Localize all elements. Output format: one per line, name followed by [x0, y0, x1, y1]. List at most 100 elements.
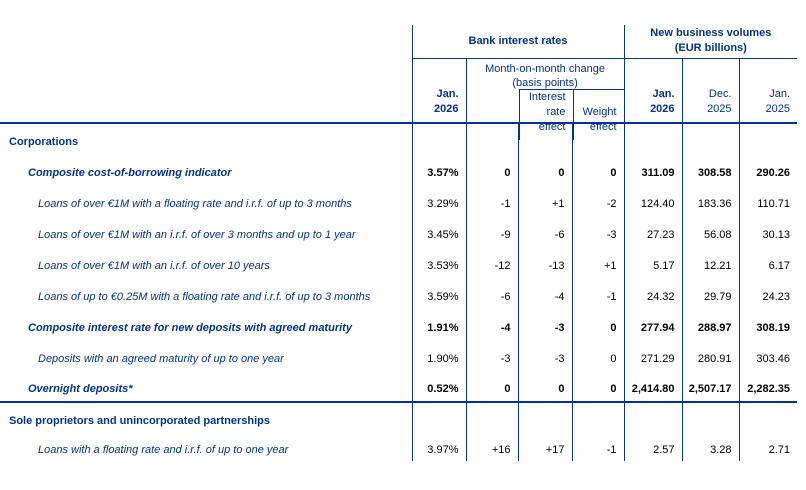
cell-volume-jan-2025: 290.26	[738, 154, 798, 185]
cell-mom-change: -12	[465, 247, 518, 278]
cell-volume-dec-2025: 56.08	[681, 216, 740, 247]
row-label: Loans of up to €0.25M with a floating ra…	[38, 290, 371, 303]
table-row: Loans of up to €0.25M with a floating ra…	[0, 278, 798, 309]
column-header-text: 2026	[434, 103, 459, 115]
row-label: Composite cost-of-borrowing indicator	[28, 166, 232, 179]
column-header-volume-jan-2026: Jan. 2026	[623, 58, 683, 124]
column-header-volume-dec-2025: Dec. 2025	[681, 58, 740, 124]
cell-weight-effect: +1	[571, 247, 625, 278]
group-header-bank-interest-rates: Bank interest rates	[411, 25, 625, 59]
empty-cell	[517, 402, 572, 432]
empty-cell	[738, 402, 798, 432]
column-header-text: 2025	[765, 103, 791, 115]
empty-cell	[517, 123, 572, 154]
column-header-text: Interest	[528, 90, 566, 103]
column-header-weight-effect: Weight effect	[572, 88, 624, 140]
row-label: Loans of over €1M with a floating rate a…	[38, 197, 352, 210]
cell-mom-change: -3	[465, 340, 518, 371]
cell-volume-jan-2026: 124.40	[623, 185, 683, 216]
column-header-text: Jan.	[769, 88, 791, 100]
column-header-total-change	[467, 89, 519, 140]
cell-volume-dec-2025: 280.91	[681, 340, 740, 371]
cell-weight-effect: -1	[571, 278, 625, 309]
row-label: Loans of over €1M with an i.r.f. of over…	[38, 228, 356, 241]
group-label-rates: Bank interest rates	[468, 34, 568, 47]
cell-rate: 3.29%	[411, 185, 466, 216]
column-header-month-on-month-change: Month-on-month change (basis points) Int…	[465, 58, 625, 140]
group-label-volumes-line1: New business volumes	[650, 27, 772, 40]
table-row: Loans of over €1M with a floating rate a…	[0, 185, 798, 216]
empty-cell	[411, 123, 466, 154]
cell-rate: 3.59%	[411, 278, 466, 309]
cell-volume-dec-2025: 3.28	[681, 432, 740, 461]
header-columns-row: Jan. 2026 Month-on-month change (basis p…	[0, 58, 798, 140]
cell-volume-dec-2025: 288.97	[681, 309, 740, 340]
header-spacer	[0, 25, 412, 58]
empty-cell	[571, 123, 625, 154]
section-row-sole-proprietors: Sole proprietors and unincorporated part…	[0, 402, 798, 432]
cell-volume-dec-2025: 308.58	[681, 154, 740, 185]
section-label: Sole proprietors and unincorporated part…	[9, 414, 270, 427]
column-header-text: 2026	[650, 103, 675, 115]
cell-volume-jan-2026: 311.09	[623, 154, 683, 185]
empty-cell	[571, 402, 625, 432]
cell-rate: 1.91%	[411, 309, 466, 340]
column-header-volume-jan-2025: Jan. 2025	[738, 58, 798, 124]
table-row: Loans of over €1M with an i.r.f. of over…	[0, 216, 798, 247]
cell-volume-dec-2025: 183.36	[681, 185, 740, 216]
cell-mom-change: -6	[465, 278, 518, 309]
table-row: Composite interest rate for new deposits…	[0, 309, 798, 340]
cell-mom-change: -9	[465, 216, 518, 247]
mom-wrapper: Month-on-month change (basis points) Int…	[467, 59, 624, 140]
cell-volume-jan-2026: 271.29	[623, 340, 683, 371]
column-header-interest-rate-effect: Interest rate effect	[518, 88, 573, 140]
mom-subcolumns: Interest rate effect Weight effect	[467, 88, 624, 140]
empty-cell	[623, 402, 683, 432]
cell-volume-jan-2026: 5.17	[623, 247, 683, 278]
column-header-text: Jan.	[652, 88, 675, 100]
cell-mom-change: 0	[465, 371, 518, 403]
cell-weight-effect: 0	[571, 340, 625, 371]
cell-volume-jan-2026: 24.32	[623, 278, 683, 309]
cell-rate: 3.97%	[411, 432, 466, 461]
cell-rate: 3.53%	[411, 247, 466, 278]
cell-rate: 3.57%	[411, 154, 466, 185]
cell-volume-dec-2025: 29.79	[681, 278, 740, 309]
cell-interest-rate-effect: -3	[517, 340, 572, 371]
cell-volume-jan-2025: 110.71	[738, 185, 798, 216]
cell-mom-change: 0	[465, 154, 518, 185]
mom-title-line2: (basis points)	[512, 76, 578, 89]
row-label: Deposits with an agreed maturity of up t…	[38, 352, 284, 365]
row-label: Loans with a floating rate and i.r.f. of…	[38, 443, 289, 456]
cell-volume-jan-2025: 2,282.35	[738, 371, 798, 403]
empty-cell	[465, 123, 518, 154]
cell-volume-jan-2025: 30.13	[738, 216, 798, 247]
cell-interest-rate-effect: -13	[517, 247, 572, 278]
cell-weight-effect: -1	[571, 432, 625, 461]
column-header-rate-jan-2026: Jan. 2026	[411, 58, 466, 124]
cell-weight-effect: -3	[571, 216, 625, 247]
empty-cell	[623, 123, 683, 154]
cell-volume-jan-2026: 2,414.80	[623, 371, 683, 403]
mom-title-line1: Month-on-month change	[485, 62, 605, 75]
cell-interest-rate-effect: 0	[517, 154, 572, 185]
empty-cell	[465, 402, 518, 432]
column-header-text: Dec.	[708, 88, 732, 100]
cell-volume-jan-2025: 303.46	[738, 340, 798, 371]
header-spacer	[0, 58, 412, 124]
cell-mom-change: -1	[465, 185, 518, 216]
empty-cell	[681, 402, 740, 432]
empty-cell	[681, 123, 740, 154]
group-header-new-business-volumes: New business volumes (EUR billions)	[623, 25, 798, 59]
cell-volume-dec-2025: 2,507.17	[681, 371, 740, 403]
table-row: Composite cost-of-borrowing indicator 3.…	[0, 154, 798, 185]
cell-interest-rate-effect: -4	[517, 278, 572, 309]
cell-weight-effect: 0	[571, 154, 625, 185]
column-header-text: Weight	[582, 105, 617, 118]
cell-rate: 3.45%	[411, 216, 466, 247]
cell-rate: 0.52%	[411, 371, 466, 403]
cell-volume-jan-2026: 27.23	[623, 216, 683, 247]
cell-weight-effect: 0	[571, 371, 625, 403]
cell-volume-jan-2025: 308.19	[738, 309, 798, 340]
table-row: Loans of over €1M with an i.r.f. of over…	[0, 247, 798, 278]
